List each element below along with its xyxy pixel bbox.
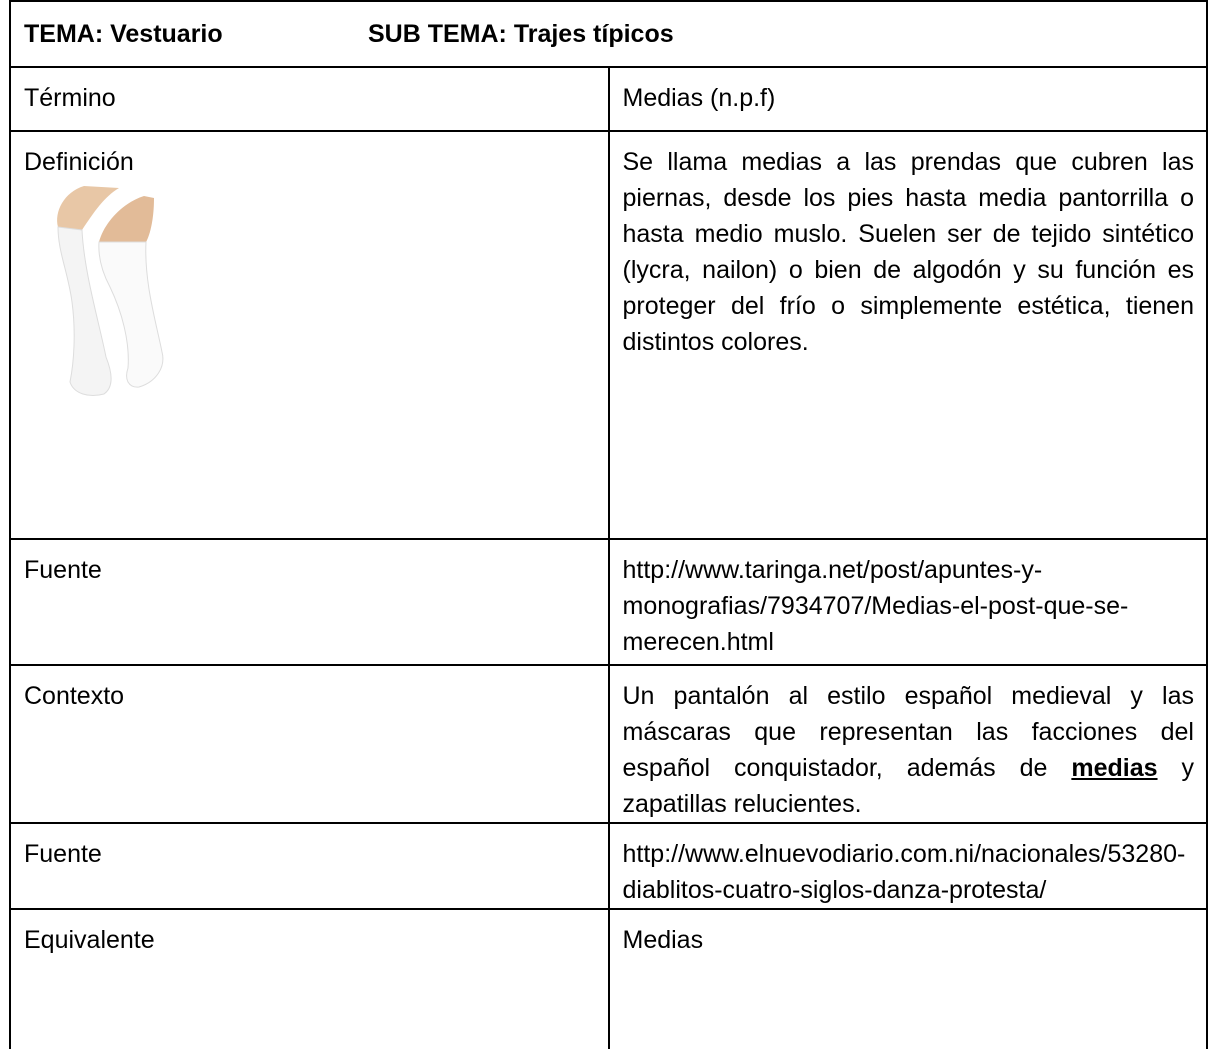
sock <box>98 241 164 388</box>
label-cell: Fuente <box>9 822 610 910</box>
content-cell: http://www.taringa.net/post/apuntes-y-mo… <box>607 538 1208 666</box>
header-cell: TEMA: Vestuario SUB TEMA: Trajes típicos <box>9 0 1208 68</box>
row: Término Medias (n.p.f) <box>9 66 1208 132</box>
sock <box>57 226 112 396</box>
leg <box>57 186 119 230</box>
content-cell: Medias <box>607 908 1208 1049</box>
content-cell: http://www.elnuevodiario.com.ni/nacional… <box>607 822 1208 910</box>
label: Definición <box>24 148 134 176</box>
label-cell: Contexto <box>9 664 610 824</box>
row: Definición Se llama medias a las prendas… <box>9 130 1208 540</box>
subtema: SUB TEMA: Trajes típicos <box>368 20 674 48</box>
tema: TEMA: Vestuario <box>24 20 223 48</box>
glossary-table: TEMA: Vestuario SUB TEMA: Trajes típicos… <box>9 0 1208 1049</box>
socks-image <box>57 186 164 396</box>
row: Fuente http://www.taringa.net/post/apunt… <box>9 538 1208 666</box>
leg <box>99 196 154 242</box>
label-cell: Fuente <box>9 538 610 666</box>
content-cell: Un pantalón al estilo español medieval y… <box>607 664 1208 824</box>
header-row: TEMA: Vestuario SUB TEMA: Trajes típicos <box>9 0 1208 68</box>
label-cell: Equivalente <box>9 908 610 1049</box>
content-cell: Se llama medias a las prendas que cubren… <box>607 130 1208 540</box>
page: {"header": {"tema": "TEMA: Vestuario", "… <box>9 0 1208 1049</box>
row: Equivalente Medias <box>9 908 1208 1049</box>
text: y zapatillas relucientes. <box>622 754 1194 818</box>
emphasis: medias <box>1071 754 1158 782</box>
label-cell: Definición <box>9 130 610 540</box>
row: Fuente http://www.elnuevodiario.com.ni/n… <box>9 822 1208 910</box>
text: Un pantalón al estilo español medieval y… <box>622 682 1195 782</box>
content-cell: Medias (n.p.f) <box>607 66 1208 132</box>
row: Contexto Un pantalón al estilo español m… <box>9 664 1208 824</box>
label-cell: Término <box>9 66 610 132</box>
